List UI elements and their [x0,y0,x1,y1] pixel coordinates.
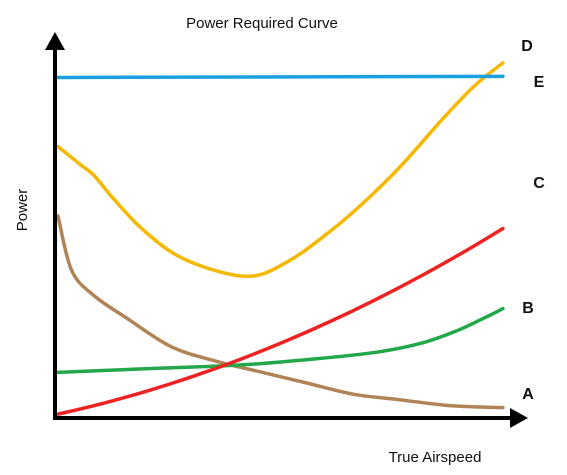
chart-title: Power Required Curve [186,15,338,32]
curves-layer [56,61,505,416]
series-line-a [56,214,505,410]
series-line-e [56,74,505,80]
x-axis-arrow [510,408,528,428]
series-label-d: D [521,38,533,55]
axes [45,32,528,428]
series-label-c: C [533,175,545,192]
series-line-c [56,226,505,416]
curve-labels: A B C D E [521,38,545,403]
series-label-e: E [534,74,545,91]
x-axis-label: True Airspeed [389,449,482,466]
series-label-b: B [522,300,534,317]
series-label-a: A [522,386,534,403]
series-line-b [56,306,505,375]
y-axis-label: Power [14,189,31,232]
y-axis-arrow [45,32,65,50]
series-line-d [56,61,505,279]
